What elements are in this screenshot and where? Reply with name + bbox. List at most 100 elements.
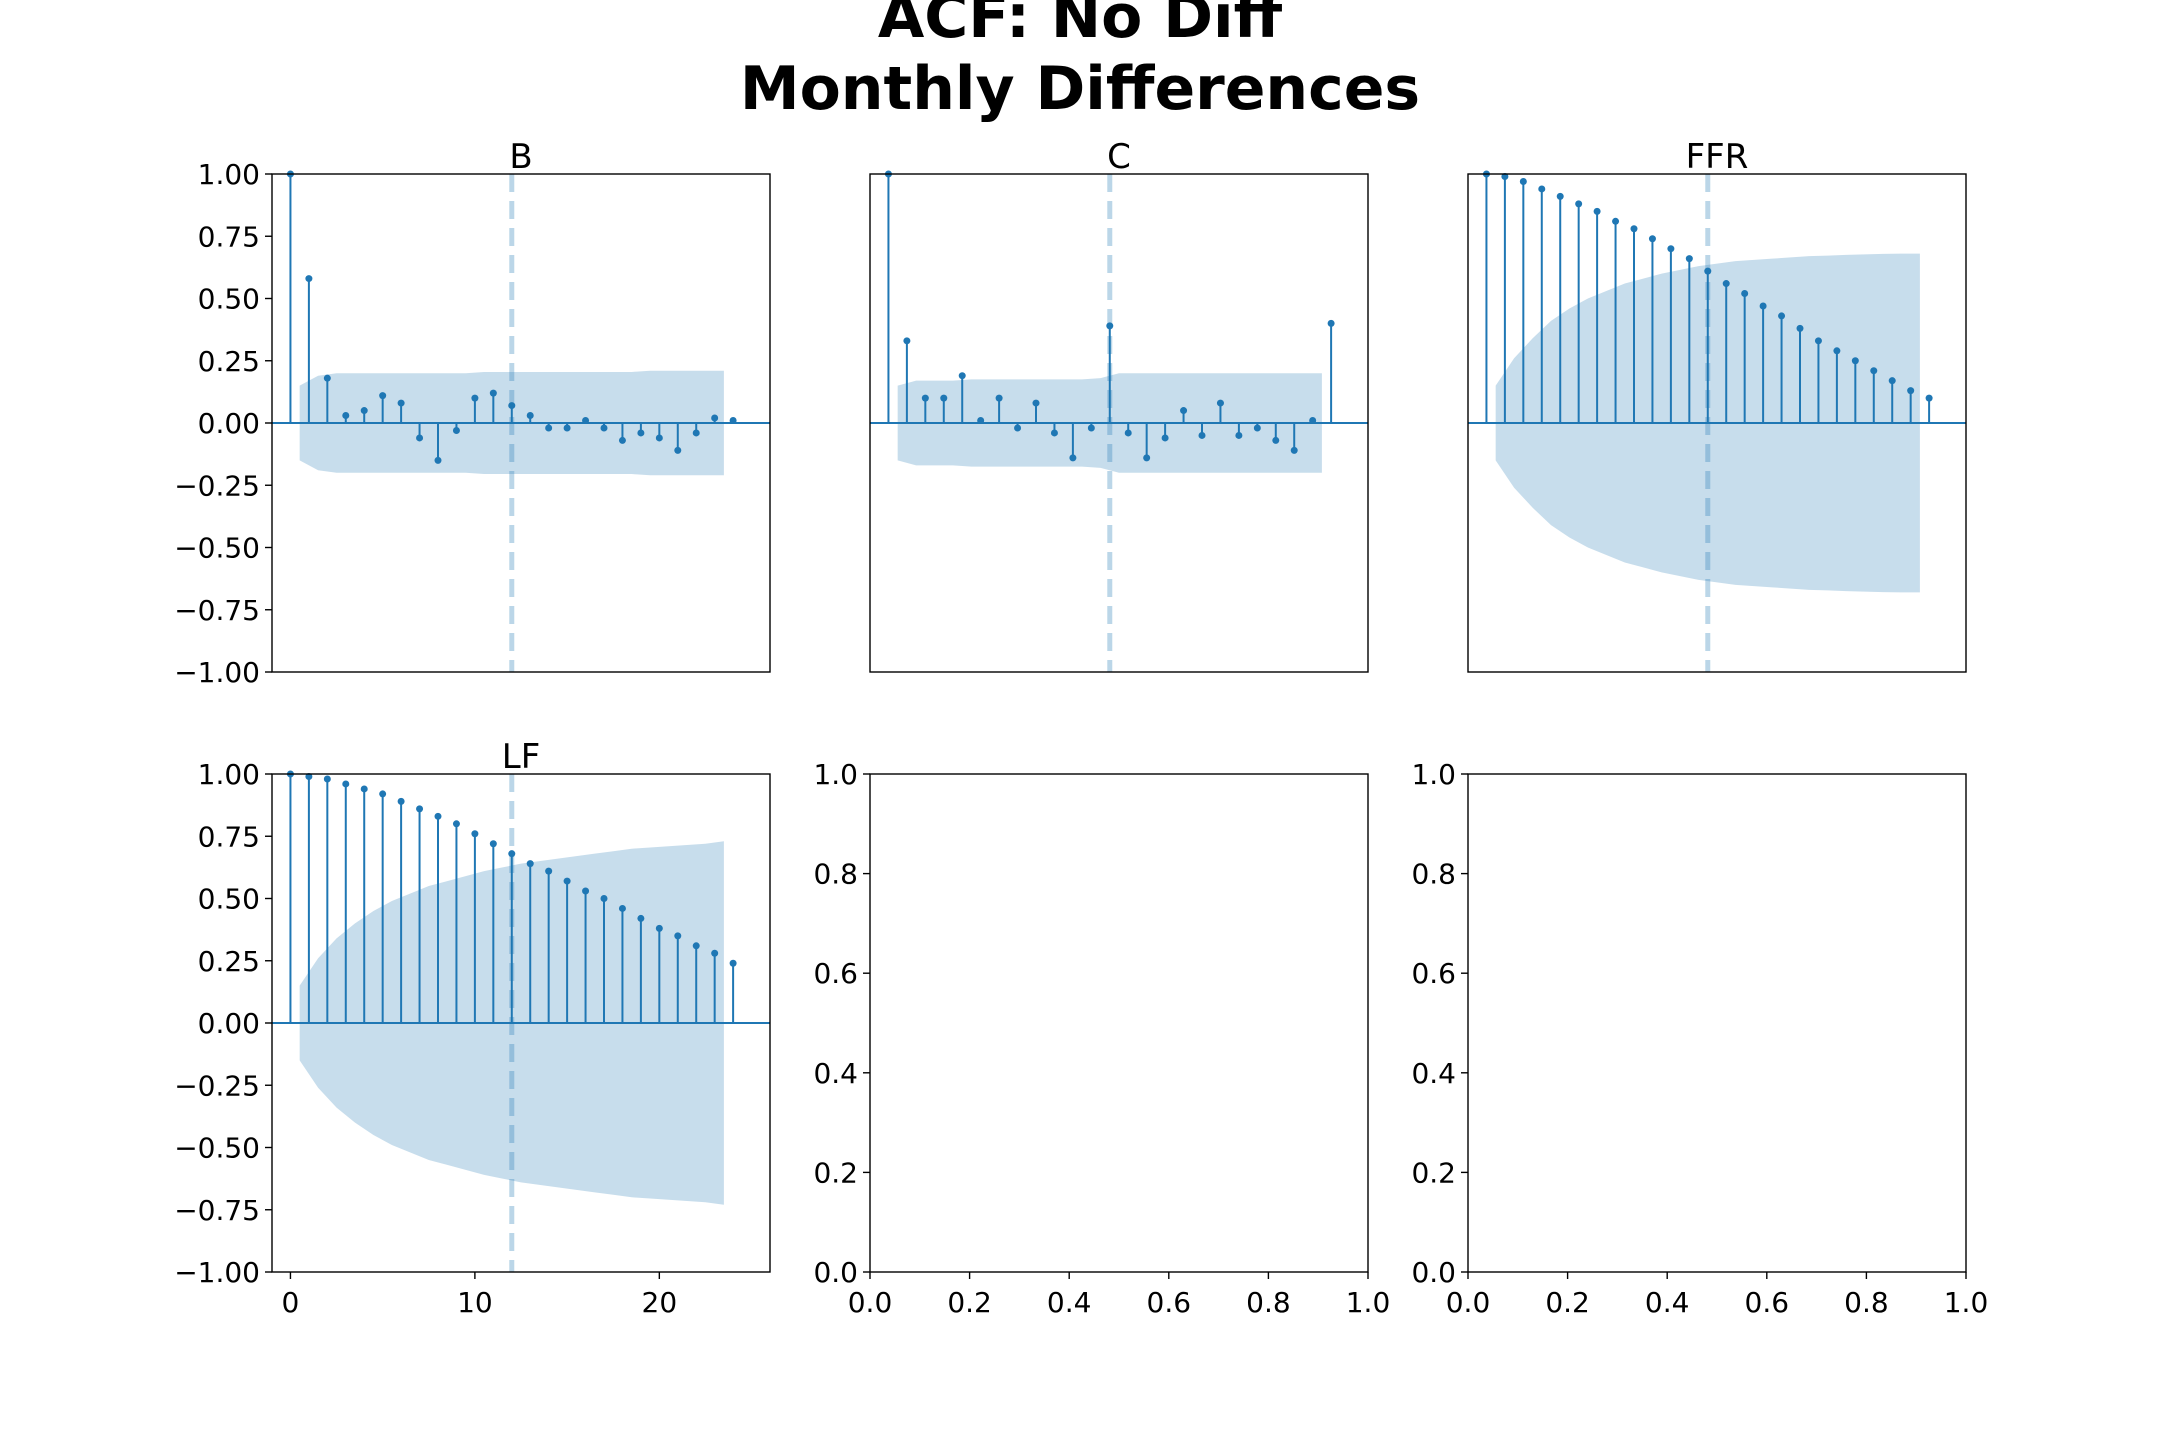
y-tick-label: 1.0 — [1411, 758, 1456, 791]
y-tick-label: 0.50 — [198, 883, 260, 916]
y-tick-label: 0.6 — [813, 957, 858, 990]
marker-lag-18 — [618, 436, 626, 444]
x-tick-label: 0.8 — [1246, 1286, 1291, 1319]
marker-lag-2 — [323, 374, 331, 382]
panel-ffr: FFR — [1467, 137, 1967, 673]
marker-lag-3 — [940, 394, 948, 402]
marker-lag-2 — [1519, 177, 1527, 185]
marker-lag-9 — [1648, 235, 1656, 243]
marker-lag-19 — [1235, 431, 1243, 439]
marker-lag-7 — [1612, 217, 1620, 225]
marker-lag-13 — [526, 860, 534, 868]
y-tick-label: 0.50 — [198, 283, 260, 316]
marker-lag-21 — [674, 446, 682, 454]
marker-lag-17 — [600, 424, 608, 432]
marker-lag-13 — [1722, 280, 1730, 288]
marker-lag-17 — [600, 895, 608, 902]
marker-lag-23 — [1309, 417, 1317, 425]
panel-title: B — [509, 137, 532, 177]
axes-frame — [1467, 173, 1967, 673]
y-tick-label: 0.2 — [1411, 1156, 1456, 1189]
x-tick-label: 10 — [457, 1286, 493, 1319]
x-tick-label: 0.0 — [1446, 1286, 1491, 1319]
marker-lag-20 — [1851, 357, 1859, 365]
marker-lag-15 — [1161, 434, 1169, 442]
y-tick-label: 1.0 — [813, 758, 858, 791]
marker-lag-16 — [1180, 407, 1188, 415]
marker-lag-23 — [1907, 387, 1915, 395]
marker-lag-21 — [1870, 367, 1878, 375]
marker-lag-23 — [711, 414, 719, 422]
marker-lag-9 — [452, 820, 460, 828]
marker-lag-5 — [379, 790, 387, 798]
marker-lag-20 — [1253, 424, 1261, 432]
marker-lag-11 — [489, 389, 497, 397]
y-tick-label: 0.25 — [198, 945, 260, 978]
panel-lf: LF 1.00 0.75 0.50 0.25 0.00 −0.25 −0.50 −0.75 −1.… — [174, 737, 771, 1319]
marker-lag-18 — [1814, 337, 1822, 345]
marker-lag-11 — [489, 840, 497, 848]
marker-lag-15 — [1759, 302, 1767, 310]
panel-title: FFR — [1686, 137, 1749, 177]
y-tick-label: 0.25 — [198, 345, 260, 378]
marker-lag-11 — [1685, 255, 1693, 263]
marker-lag-8 — [1630, 225, 1638, 233]
marker-lag-15 — [563, 877, 571, 885]
x-tick-label: 20 — [642, 1286, 678, 1319]
y-tick-label: −1.00 — [174, 1256, 260, 1289]
figure-title-line1: ACF: No Diff — [877, 0, 1283, 52]
marker-lag-5 — [977, 417, 985, 425]
marker-lag-24 — [729, 417, 737, 425]
marker-lag-12 — [508, 402, 516, 410]
y-tick-label: 1.00 — [198, 758, 260, 791]
marker-lag-20 — [655, 434, 663, 442]
marker-lag-20 — [655, 924, 663, 932]
figure-title-line2: Monthly Differences — [739, 54, 1421, 124]
marker-lag-6 — [995, 394, 1003, 402]
x-tick-label: 0.0 — [848, 1286, 893, 1319]
x-tick-label: 0.2 — [1545, 1286, 1590, 1319]
y-tick-label: 0.00 — [198, 407, 260, 440]
marker-lag-1 — [903, 337, 911, 345]
marker-lag-8 — [434, 812, 442, 820]
marker-lag-1 — [305, 275, 313, 283]
panel-title: C — [1107, 137, 1131, 177]
marker-lag-19 — [1833, 347, 1841, 355]
marker-lag-7 — [416, 805, 424, 813]
y-tick-label: −0.75 — [174, 594, 260, 627]
marker-lag-19 — [637, 429, 645, 437]
marker-lag-21 — [1272, 436, 1280, 444]
y-tick-label: −1.00 — [174, 656, 260, 689]
marker-lag-8 — [434, 456, 442, 464]
x-tick-label: 0.2 — [947, 1286, 992, 1319]
y-tick-label: 1.00 — [198, 158, 260, 191]
y-tick-label: 0.6 — [1411, 957, 1456, 990]
y-tick-label: 0.75 — [198, 820, 260, 853]
marker-lag-22 — [1290, 446, 1298, 454]
marker-lag-18 — [1216, 399, 1224, 407]
marker-lag-6 — [1593, 207, 1601, 215]
marker-lag-14 — [1741, 290, 1749, 298]
x-tick-label: 0 — [282, 1286, 300, 1319]
marker-lag-22 — [1888, 377, 1896, 385]
y-tick-label: 0.75 — [198, 220, 260, 253]
marker-lag-4 — [958, 372, 966, 380]
marker-lag-22 — [692, 429, 700, 437]
y-tick-label: 0.2 — [813, 1156, 858, 1189]
x-tick-label: 0.6 — [1147, 1286, 1192, 1319]
y-tick-label: 0.8 — [1411, 858, 1456, 891]
y-tick-label: 0.8 — [813, 858, 858, 891]
marker-lag-13 — [1124, 429, 1132, 437]
axes-frame — [869, 773, 1369, 1273]
marker-lag-3 — [1538, 185, 1546, 193]
marker-lag-12 — [1704, 267, 1712, 275]
axes-frame — [869, 173, 1369, 673]
marker-lag-9 — [452, 426, 460, 434]
marker-lag-2 — [323, 775, 331, 783]
y-tick-label: −0.25 — [174, 1069, 260, 1102]
marker-lag-23 — [711, 949, 719, 957]
marker-lag-10 — [471, 830, 479, 838]
marker-lag-12 — [508, 850, 516, 858]
marker-lag-2 — [921, 394, 929, 402]
y-tick-label: 0.4 — [1411, 1057, 1456, 1090]
